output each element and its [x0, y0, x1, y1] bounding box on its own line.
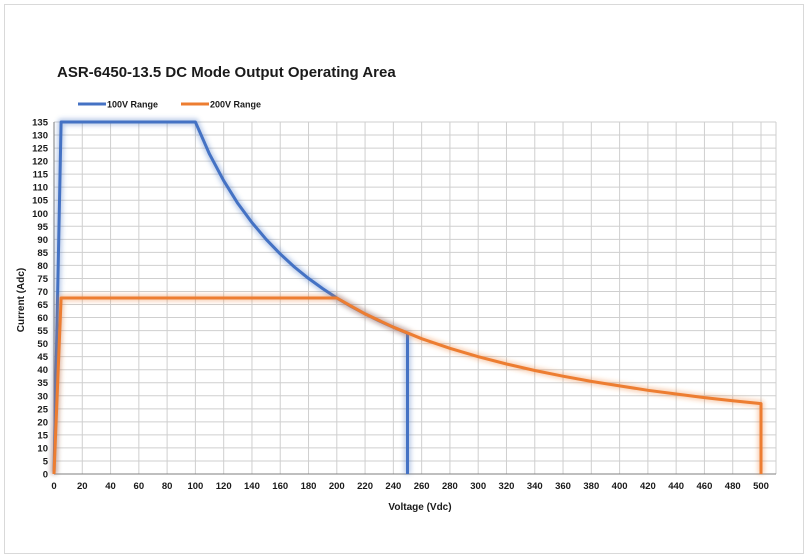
y-tick-label: 90	[37, 235, 48, 246]
x-tick-label: 300	[470, 481, 486, 492]
x-tick-label: 200	[329, 481, 345, 492]
x-tick-label: 400	[612, 481, 628, 492]
y-tick-label: 20	[37, 417, 48, 428]
x-tick-label: 460	[697, 481, 713, 492]
y-tick-label: 75	[37, 274, 48, 285]
series-line-200v-range	[52, 296, 763, 475]
x-tick-label: 40	[105, 481, 116, 492]
y-tick-label: 110	[33, 183, 48, 194]
y-tick-label: 115	[33, 170, 49, 181]
y-tick-label: 105	[32, 196, 49, 207]
y-tick-label: 60	[37, 313, 48, 324]
x-tick-label: 60	[134, 481, 145, 492]
series-group	[50, 118, 765, 475]
x-axis-label: Voltage (Vdc)	[388, 502, 451, 513]
x-tick-labels: 0 20 40 60 80 100 120 140 160 180 200 220 240 260 280 3…	[51, 481, 769, 492]
x-tick-label: 120	[216, 481, 232, 492]
y-tick-label: 120	[32, 157, 48, 168]
y-axis-label: Current (Adc)	[16, 268, 27, 332]
x-tick-label: 440	[668, 481, 684, 492]
x-tick-label: 420	[640, 481, 656, 492]
legend-label-100v-range: 100V Range	[107, 100, 158, 110]
y-tick-label: 5	[43, 456, 49, 467]
y-tick-label: 10	[37, 443, 48, 454]
y-tick-label: 45	[37, 352, 48, 363]
y-tick-label: 130	[32, 131, 48, 142]
x-tick-label: 140	[244, 481, 260, 492]
y-tick-label: 25	[37, 404, 48, 415]
x-tick-label: 20	[77, 481, 88, 492]
x-tick-label: 80	[162, 481, 173, 492]
y-tick-label: 40	[37, 365, 48, 376]
y-tick-label: 135	[32, 118, 49, 129]
chart-title: ASR-6450-13.5 DC Mode Output Operating A…	[57, 64, 396, 81]
legend-label-200v-range: 200V Range	[210, 100, 261, 110]
x-tick-label: 180	[301, 481, 317, 492]
y-tick-label: 70	[37, 287, 48, 298]
y-tick-label: 95	[37, 222, 48, 233]
x-tick-label: 160	[272, 481, 288, 492]
x-tick-label: 240	[385, 481, 401, 492]
y-tick-label: 125	[32, 144, 49, 155]
y-tick-label: 80	[37, 261, 48, 272]
x-tick-label: 380	[583, 481, 599, 492]
y-tick-label: 35	[37, 378, 48, 389]
legend: 100V Range 200V Range	[78, 100, 261, 110]
y-tick-labels: 0 5 10 15 20 25 30 35 40 45 50 55 60 65 70 75 80 85 90 95 10…	[32, 118, 49, 481]
x-tick-label: 100	[187, 481, 203, 492]
x-tick-label: 340	[527, 481, 543, 492]
x-tick-label: 480	[725, 481, 741, 492]
x-tick-label: 280	[442, 481, 458, 492]
x-tick-label: 320	[499, 481, 515, 492]
y-tick-label: 0	[43, 470, 48, 481]
y-tick-label: 85	[37, 248, 48, 259]
y-tick-label: 100	[32, 209, 48, 220]
x-tick-label: 0	[51, 481, 56, 492]
x-tick-label: 360	[555, 481, 571, 492]
y-tick-label: 65	[37, 300, 48, 311]
x-tick-label: 500	[753, 481, 769, 492]
y-tick-label: 50	[37, 339, 48, 350]
y-tick-label: 30	[37, 391, 48, 402]
y-tick-label: 15	[37, 430, 48, 441]
y-tick-label: 55	[37, 326, 48, 337]
x-tick-label: 260	[414, 481, 430, 492]
x-tick-label: 220	[357, 481, 373, 492]
